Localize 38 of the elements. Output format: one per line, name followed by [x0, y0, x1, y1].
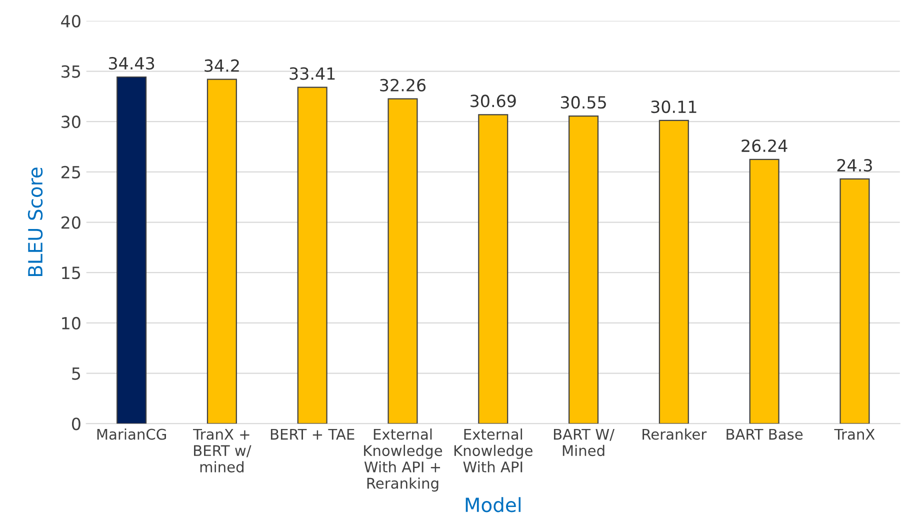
x-tick-label: TranX [834, 428, 875, 440]
data-label: 34.43 [108, 56, 154, 70]
y-tick-label: 25 [62, 166, 80, 179]
y-axis-title: BLEU Score [28, 168, 43, 276]
x-tick-label: External Knowledge With API [454, 428, 532, 472]
y-tick-label: 30 [62, 116, 80, 128]
data-label: 30.55 [560, 96, 606, 109]
y-tick-label: 5 [72, 367, 80, 380]
y-tick-label: 10 [62, 316, 80, 330]
data-label: 34.2 [204, 59, 239, 72]
bar [658, 120, 689, 424]
bar [840, 178, 870, 424]
x-tick-label: BART Base [726, 428, 803, 440]
data-label: 30.69 [470, 94, 516, 108]
y-tick-label: 15 [62, 266, 80, 280]
x-axis-title: Model [466, 497, 520, 512]
bar [388, 98, 418, 424]
data-label: 32.26 [380, 78, 426, 92]
data-label: 33.41 [290, 67, 335, 80]
bar [568, 116, 599, 424]
x-tick-label: External Knowledge With API + Reranking [364, 428, 442, 492]
data-label: 30.11 [651, 100, 696, 114]
x-tick-label: BART W/ Mined [554, 428, 614, 456]
y-tick-label: 40 [61, 14, 80, 28]
x-tick-label: Reranker [642, 428, 707, 440]
x-tick-label: MarianCG [97, 428, 166, 440]
bar [749, 158, 780, 424]
bar [206, 78, 237, 424]
y-tick-label: 0 [72, 418, 80, 430]
x-tick-label: TranX + BERT w/ mined [193, 428, 252, 472]
bar [297, 86, 328, 424]
bar [116, 76, 147, 424]
data-label: 26.24 [742, 139, 788, 152]
y-tick-label: 35 [62, 65, 80, 78]
data-label: 24.3 [837, 158, 872, 172]
bar [478, 114, 508, 424]
y-tick-label: 20 [62, 216, 80, 229]
x-tick-label: BERT + TAE [270, 428, 354, 440]
